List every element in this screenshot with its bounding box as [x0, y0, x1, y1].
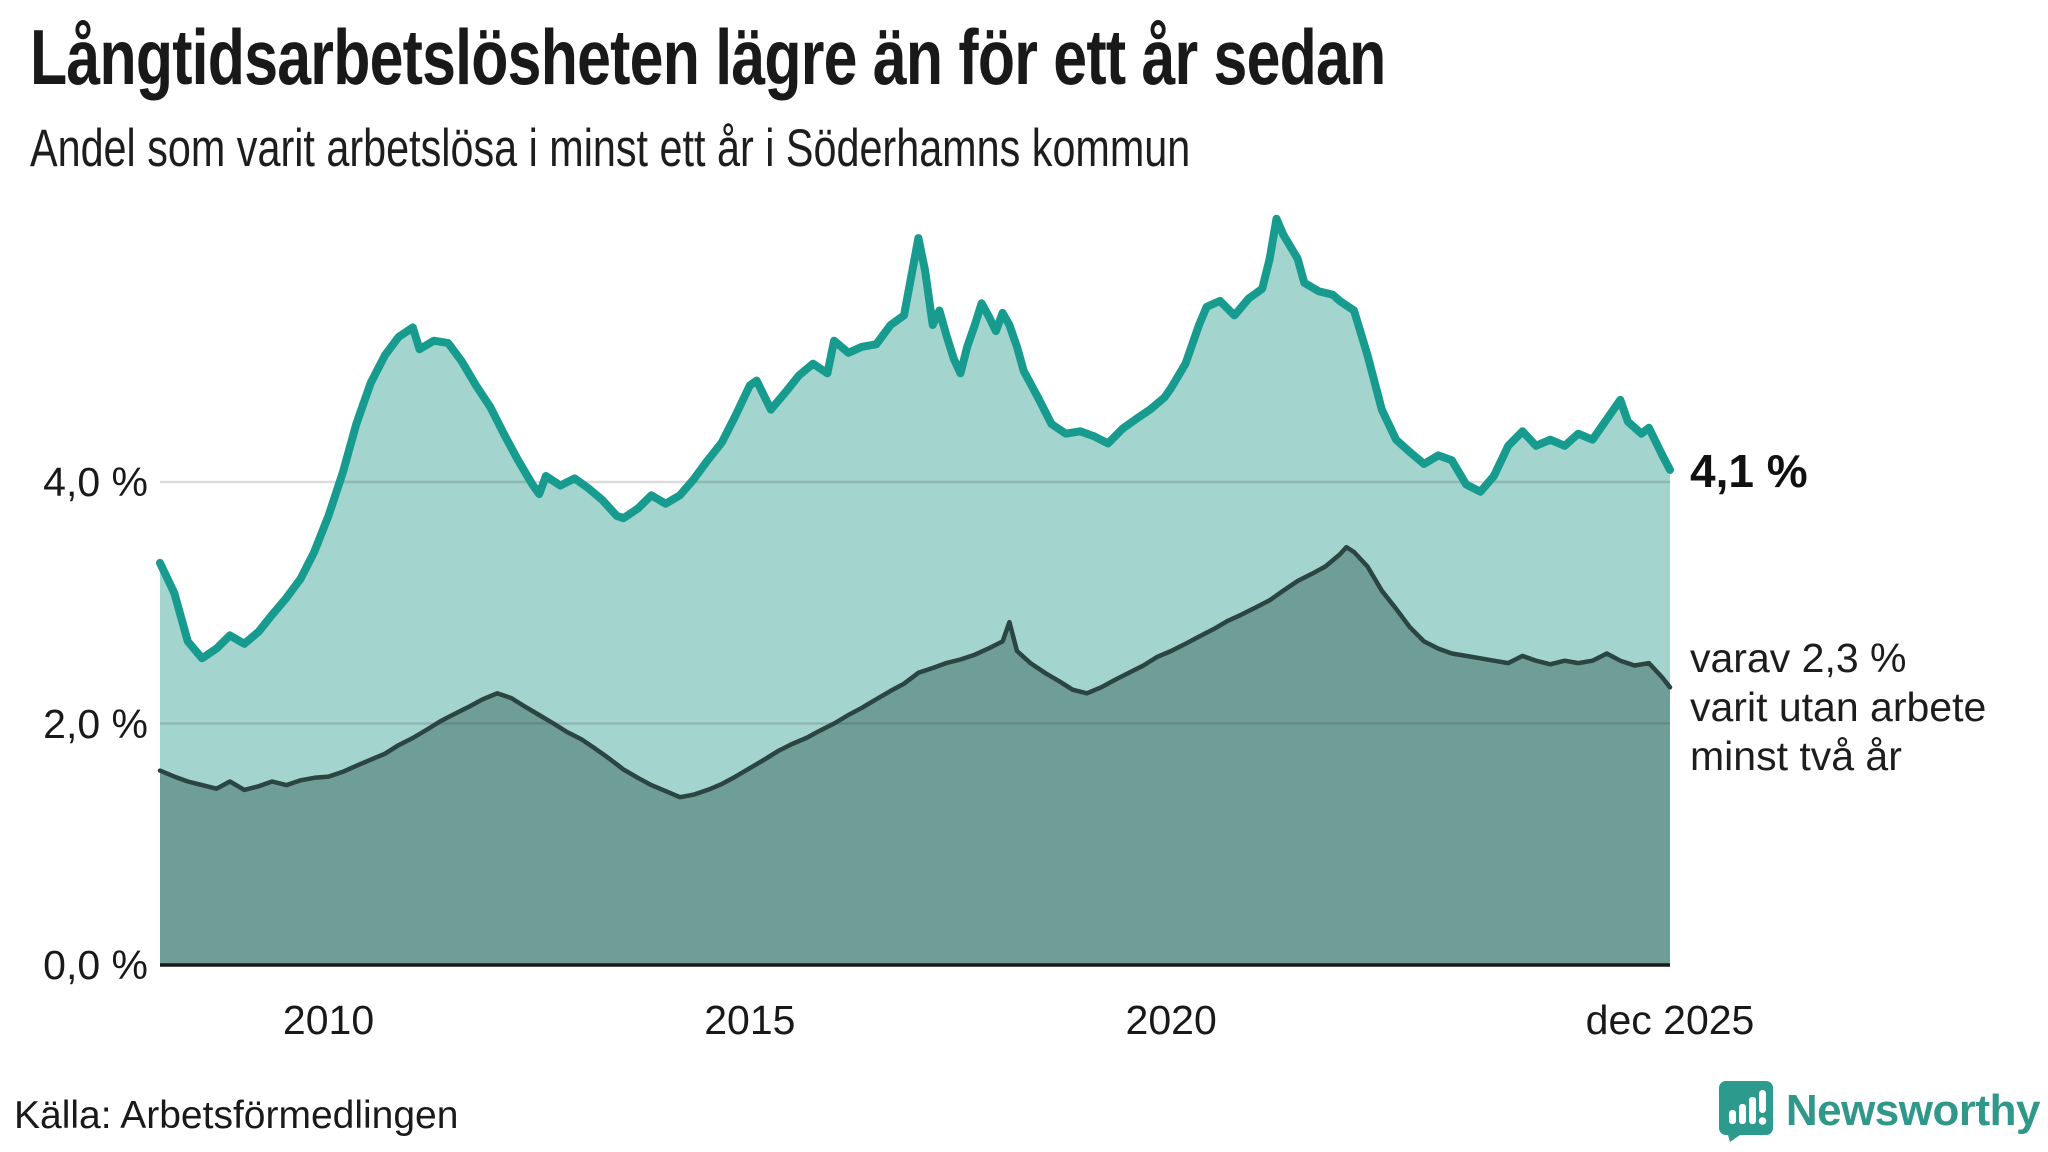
logo-exclamation-dot: [1758, 1117, 1767, 1125]
y-axis-label: 4,0 %: [43, 459, 148, 505]
logo-bar-1: [1728, 1110, 1736, 1124]
end-value-label-two-years: varav 2,3 % varit utan arbete minst två …: [1690, 634, 1986, 781]
newsworthy-wordmark: Newsworthy: [1785, 1086, 2041, 1135]
x-axis-label: 2015: [704, 997, 796, 1043]
y-axis-label: 0,0 %: [43, 942, 148, 988]
page-subtitle: Andel som varit arbetslösa i minst ett å…: [30, 119, 1191, 178]
source-note: Källa: Arbetsförmedlingen: [14, 1094, 459, 1137]
newsworthy-brand-link[interactable]: Newsworthy: [1718, 1080, 2041, 1142]
x-axis-label: dec 2025: [1585, 997, 1755, 1043]
y-axis-label: 2,0 %: [43, 700, 148, 747]
x-axis-label: 2020: [1125, 997, 1217, 1043]
series-line-two-years: [157, 544, 1673, 800]
logo-bar-2: [1738, 1104, 1746, 1124]
newsworthy-logo-icon: [1718, 1081, 1773, 1142]
logo-bar-3: [1748, 1097, 1756, 1124]
logo-exclamation-bar: [1758, 1090, 1766, 1113]
series-line-one-year: [156, 214, 1674, 663]
end-value-label-one-year: 4,1 %: [1690, 445, 1808, 497]
annotation-line: varav 2,3 %: [1690, 635, 1907, 681]
annotation-line: minst två år: [1690, 733, 1902, 779]
annotation-line: varit utan arbete: [1690, 684, 1987, 730]
x-axis-label: 2010: [282, 997, 375, 1043]
series-area-two-years: [160, 547, 1670, 965]
page-title: Långtidsarbetslösheten lägre än för ett …: [30, 13, 1386, 101]
